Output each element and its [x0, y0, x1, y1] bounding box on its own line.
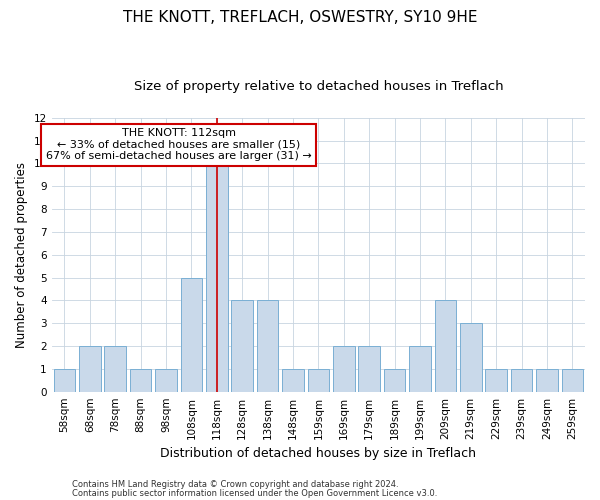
- Bar: [333, 346, 355, 392]
- Bar: [308, 369, 329, 392]
- Bar: [130, 369, 151, 392]
- Y-axis label: Number of detached properties: Number of detached properties: [15, 162, 28, 348]
- Bar: [282, 369, 304, 392]
- Text: THE KNOTT: 112sqm
← 33% of detached houses are smaller (15)
67% of semi-detached: THE KNOTT: 112sqm ← 33% of detached hous…: [46, 128, 311, 161]
- Bar: [358, 346, 380, 392]
- Text: Contains HM Land Registry data © Crown copyright and database right 2024.: Contains HM Land Registry data © Crown c…: [72, 480, 398, 489]
- Bar: [257, 300, 278, 392]
- X-axis label: Distribution of detached houses by size in Treflach: Distribution of detached houses by size …: [160, 447, 476, 460]
- Bar: [434, 300, 456, 392]
- Title: Size of property relative to detached houses in Treflach: Size of property relative to detached ho…: [134, 80, 503, 93]
- Bar: [460, 323, 482, 392]
- Bar: [536, 369, 557, 392]
- Bar: [155, 369, 177, 392]
- Text: THE KNOTT, TREFLACH, OSWESTRY, SY10 9HE: THE KNOTT, TREFLACH, OSWESTRY, SY10 9HE: [123, 10, 477, 25]
- Bar: [485, 369, 507, 392]
- Bar: [181, 278, 202, 392]
- Bar: [562, 369, 583, 392]
- Bar: [511, 369, 532, 392]
- Bar: [384, 369, 406, 392]
- Bar: [104, 346, 126, 392]
- Bar: [79, 346, 101, 392]
- Bar: [409, 346, 431, 392]
- Bar: [53, 369, 75, 392]
- Bar: [232, 300, 253, 392]
- Text: Contains public sector information licensed under the Open Government Licence v3: Contains public sector information licen…: [72, 489, 437, 498]
- Bar: [206, 164, 227, 392]
